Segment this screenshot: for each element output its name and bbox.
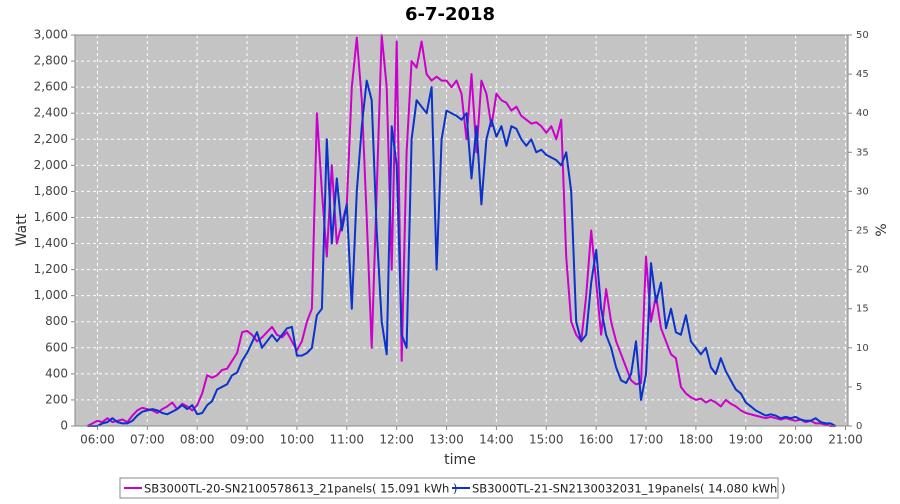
y2-tick-label: 30 xyxy=(856,186,869,197)
legend-label: SB3000TL-20-SN2100578613_21panels( 15.09… xyxy=(144,482,457,496)
x-tick-label: 15:00 xyxy=(529,433,564,447)
y-tick-label: 1,400 xyxy=(34,236,68,250)
y2-tick-label: 20 xyxy=(856,265,869,276)
x-tick-label: 08:00 xyxy=(180,433,215,447)
x-tick-label: 09:00 xyxy=(230,433,265,447)
y-tick-label: 1,600 xyxy=(34,210,68,224)
x-tick-label: 19:00 xyxy=(728,433,763,447)
x-tick-label: 10:00 xyxy=(280,433,315,447)
y-tick-label: 2,000 xyxy=(34,158,68,172)
y-tick-label: 0 xyxy=(60,419,68,433)
y2-axis-title: % xyxy=(874,223,890,236)
legend-label: SB3000TL-21-SN2130032031_19panels( 14.08… xyxy=(472,482,785,496)
y2-tick-label: 0 xyxy=(856,421,862,432)
y-tick-label: 2,200 xyxy=(34,132,68,146)
y2-tick-label: 25 xyxy=(856,226,869,237)
x-tick-label: 14:00 xyxy=(479,433,514,447)
y2-tick-label: 50 xyxy=(856,30,869,41)
y-tick-label: 200 xyxy=(45,392,68,406)
x-tick-label: 18:00 xyxy=(679,433,714,447)
plot-border xyxy=(74,34,849,427)
y-tick-label: 2,400 xyxy=(34,106,68,120)
y-tick-label: 3,000 xyxy=(34,28,68,42)
x-tick-label: 21:00 xyxy=(828,433,863,447)
y-tick-label: 1,000 xyxy=(34,288,68,302)
y-tick-label: 1,800 xyxy=(34,184,68,198)
series-line xyxy=(87,34,836,427)
x-tick-label: 16:00 xyxy=(579,433,614,447)
y-tick-label: 2,600 xyxy=(34,80,68,94)
legend-box xyxy=(119,477,779,499)
y2-tick-label: 10 xyxy=(856,343,869,354)
y-tick-label: 800 xyxy=(45,314,68,328)
y2-tick-label: 40 xyxy=(856,108,869,119)
y-tick-label: 2,800 xyxy=(34,54,68,68)
y-tick-label: 400 xyxy=(45,366,68,380)
y2-tick-label: 5 xyxy=(856,382,862,393)
x-tick-label: 20:00 xyxy=(778,433,813,447)
y2-tick-label: 35 xyxy=(856,147,869,158)
x-axis-title: time xyxy=(444,452,476,468)
y2-tick-label: 45 xyxy=(856,69,869,80)
y-axis-title: Watt xyxy=(14,213,30,246)
x-tick-label: 17:00 xyxy=(629,433,664,447)
x-tick-label: 13:00 xyxy=(429,433,464,447)
x-tick-label: 12:00 xyxy=(379,433,414,447)
x-tick-label: 07:00 xyxy=(130,433,165,447)
chart-title: 6-7-2018 xyxy=(405,4,495,25)
y-tick-label: 1,200 xyxy=(34,262,68,276)
series-line xyxy=(87,79,836,427)
x-tick-label: 11:00 xyxy=(329,433,364,447)
y2-tick-label: 15 xyxy=(856,304,869,315)
x-tick-label: 06:00 xyxy=(80,433,115,447)
y-tick-label: 600 xyxy=(45,340,68,354)
